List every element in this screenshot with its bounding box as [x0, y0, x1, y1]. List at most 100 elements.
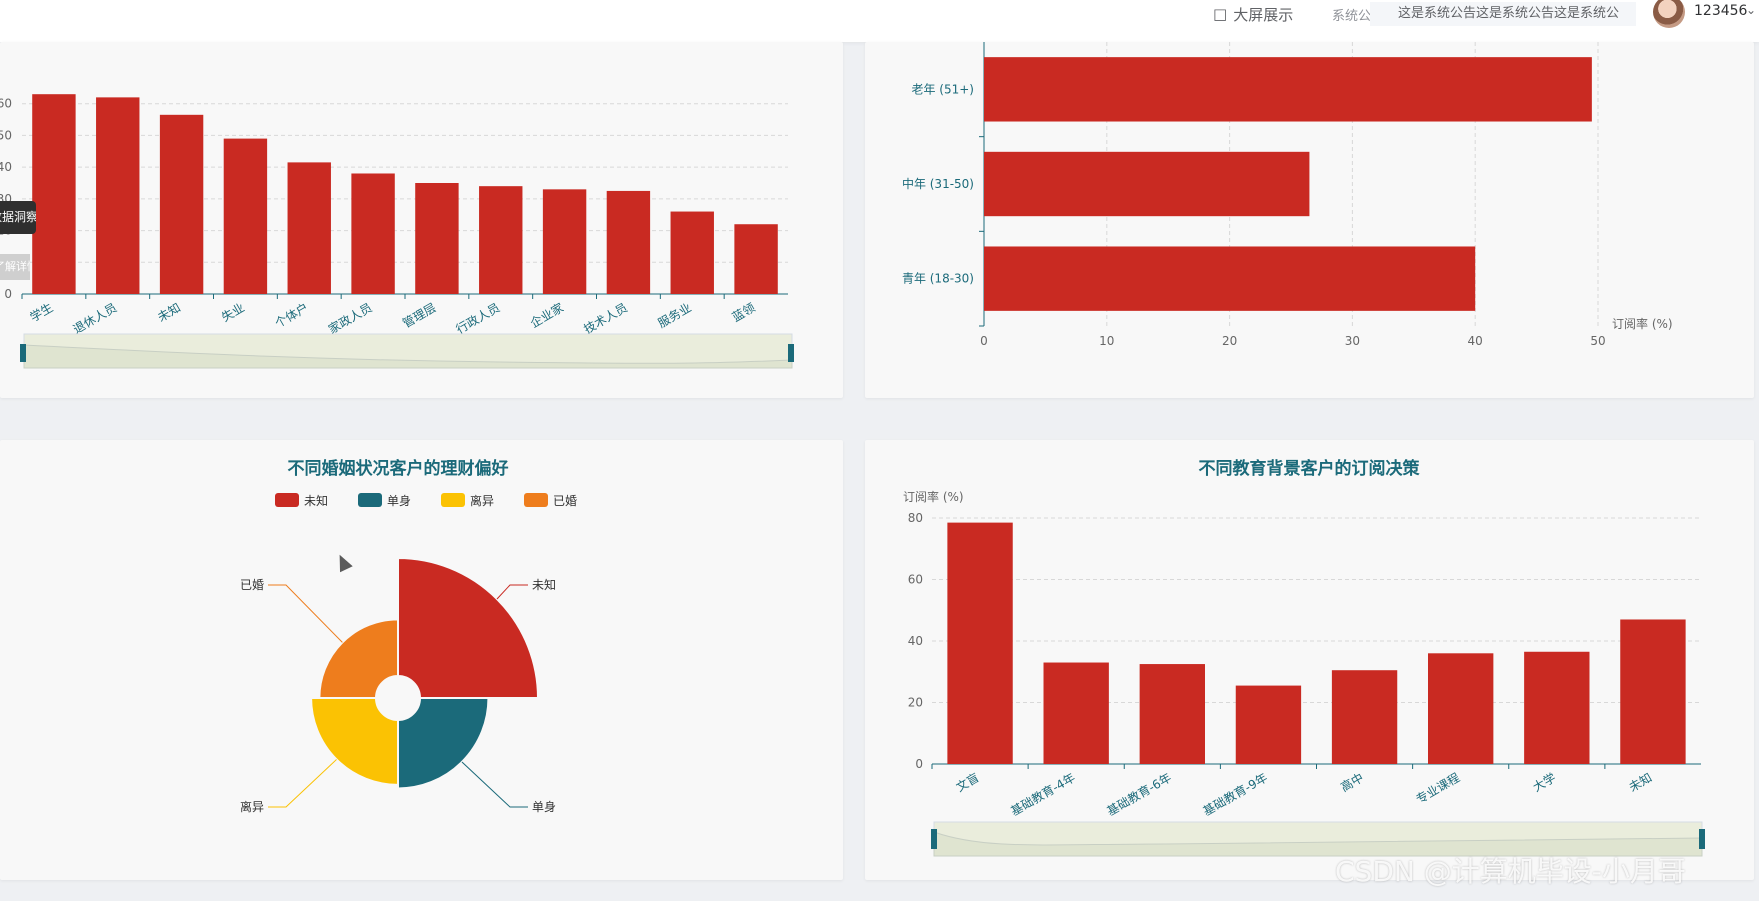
chevron-down-icon[interactable]: ⌄: [1746, 3, 1757, 17]
datazoom-handle-left: [20, 344, 26, 362]
x-tick-label: 个体户: [272, 300, 311, 331]
slice-label: 已婚: [240, 578, 264, 592]
legend-label: 已婚: [553, 494, 577, 508]
bar: [947, 522, 1013, 764]
legend-swatch: [358, 493, 382, 507]
bar: [415, 183, 459, 294]
x-tick-label: 学生: [27, 300, 55, 325]
bar: [542, 189, 587, 294]
x-tick-label: 基础教育-6年: [1104, 770, 1174, 819]
bar: [1235, 685, 1302, 764]
bar: [984, 151, 1310, 217]
x-tick-label: 技术人员: [581, 300, 630, 336]
bar: [32, 94, 76, 294]
avatar[interactable]: [1653, 0, 1685, 28]
x-tick-label: 未知: [155, 300, 183, 324]
watermark: CSDN @计算机毕设-小月哥: [1335, 855, 1686, 888]
datazoom-handle-right: [788, 344, 794, 362]
big-screen-button[interactable]: □ 大屏展示: [1213, 3, 1293, 25]
slice-label: 单身: [532, 799, 556, 814]
x-tick-label: 退休人员: [71, 300, 120, 336]
bar: [287, 162, 331, 294]
big-screen-label: 大屏展示: [1233, 5, 1294, 24]
bar: [479, 186, 523, 294]
x-tick-label: 30: [1345, 334, 1360, 348]
x-tick-label: 企业家: [527, 300, 566, 331]
x-tick-label: 基础教育-4年: [1008, 770, 1078, 819]
age-horizontal-bar-chart: 0 10 20 30 40 50 订阅率 (%) 青年 (18-30) 中年 (31-50) 老年…: [902, 42, 1673, 348]
bar: [1524, 651, 1590, 764]
education-chart-card: 不同教育背景客户的订阅决策 订阅率 (%) 0 20 40 60 80 文盲 基础教育-4年 基础…: [865, 440, 1754, 880]
tooltip-fragment-2: 了解详情: [0, 254, 30, 280]
bar: [1331, 670, 1398, 764]
bar: [96, 97, 140, 294]
x-tick-label: 大学: [1530, 770, 1558, 795]
y-tick-label: 60: [908, 573, 923, 587]
legend-label: 未知: [304, 494, 328, 508]
datazoom-preview: [23, 344, 793, 369]
x-tick-label: 管理层: [400, 300, 439, 331]
x-tick-label: 行政人员: [454, 300, 503, 336]
rose-slice: [318, 618, 399, 699]
x-tick-label: 0: [980, 334, 988, 348]
bar: [1043, 662, 1109, 764]
bar: [159, 114, 204, 294]
tooltip-fragment: 数据洞察: [0, 201, 36, 234]
x-tick-label: 家政人员: [326, 300, 375, 337]
y-tick-label: 中年 (31-50): [902, 176, 974, 191]
chart-title: 不同婚姻状况客户的理财偏好: [288, 458, 509, 479]
y-tick-label: 青年 (18-30): [902, 272, 974, 286]
y-tick-label: 0: [4, 287, 12, 301]
legend-swatch: [275, 493, 299, 507]
legend-label: 离异: [470, 493, 494, 508]
x-tick-label: 失业: [219, 300, 247, 325]
x-tick-label: 蓝领: [730, 300, 758, 324]
bar: [223, 138, 268, 294]
monitor-icon: □: [1213, 5, 1228, 23]
y-tick-label: 60: [0, 97, 12, 111]
y-tick-label: 20: [908, 696, 923, 710]
bar: [670, 211, 714, 294]
chart-title: 不同教育背景客户的订阅决策: [1199, 458, 1421, 479]
x-tick-label: 高中: [1338, 770, 1366, 795]
slice-label: 离异: [240, 799, 264, 814]
legend-swatch: [441, 493, 465, 507]
x-tick-label: 50: [1590, 334, 1605, 348]
legend-label: 单身: [387, 493, 411, 508]
label-line: [268, 759, 337, 808]
label-line: [461, 761, 528, 808]
datazoom-handle-right: [1699, 829, 1705, 849]
x-tick-label: 服务业: [655, 300, 694, 331]
bar: [606, 190, 651, 294]
y-tick-label: 40: [908, 634, 923, 648]
datazoom-handle-left: [931, 829, 937, 849]
bar: [734, 224, 778, 294]
x-tick-label: 10: [1099, 334, 1114, 348]
y-axis-title: 订阅率 (%): [903, 489, 964, 504]
top-bar: □ 大屏展示 系统公告 这是系统公告这是系统公告这是系统公 123456 ⌄: [0, 0, 1759, 42]
y-tick-label: 80: [908, 511, 923, 525]
y-tick-label: 0: [915, 757, 923, 771]
rose-slice: [397, 557, 539, 699]
bar: [1428, 653, 1494, 764]
legend-swatch: [524, 493, 548, 507]
x-tick-label: 20: [1222, 334, 1237, 348]
label-line: [268, 584, 343, 643]
x-tick-label: 40: [1468, 334, 1483, 348]
y-tick-label: 老年 (51+): [911, 82, 974, 96]
x-tick-label: 基础教育-9年: [1200, 770, 1270, 819]
username[interactable]: 123456: [1694, 3, 1748, 19]
bar: [1139, 664, 1205, 764]
bar: [984, 246, 1476, 311]
y-tick-label: 50: [0, 128, 12, 142]
bar: [984, 57, 1592, 122]
rose-slice: [397, 697, 490, 790]
age-chart-card: 0 10 20 30 40 50 订阅率 (%) 青年 (18-30) 中年 (31-50) 老年…: [865, 42, 1754, 398]
x-axis-title: 订阅率 (%): [1612, 316, 1673, 331]
datazoom-preview: [933, 831, 1703, 857]
bar: [1620, 619, 1686, 764]
occupation-chart-card: 0102030405060学生退休人员未知失业个体户家政人员管理层行政人员企业家…: [0, 42, 843, 398]
x-tick-label: 文盲: [953, 770, 981, 795]
